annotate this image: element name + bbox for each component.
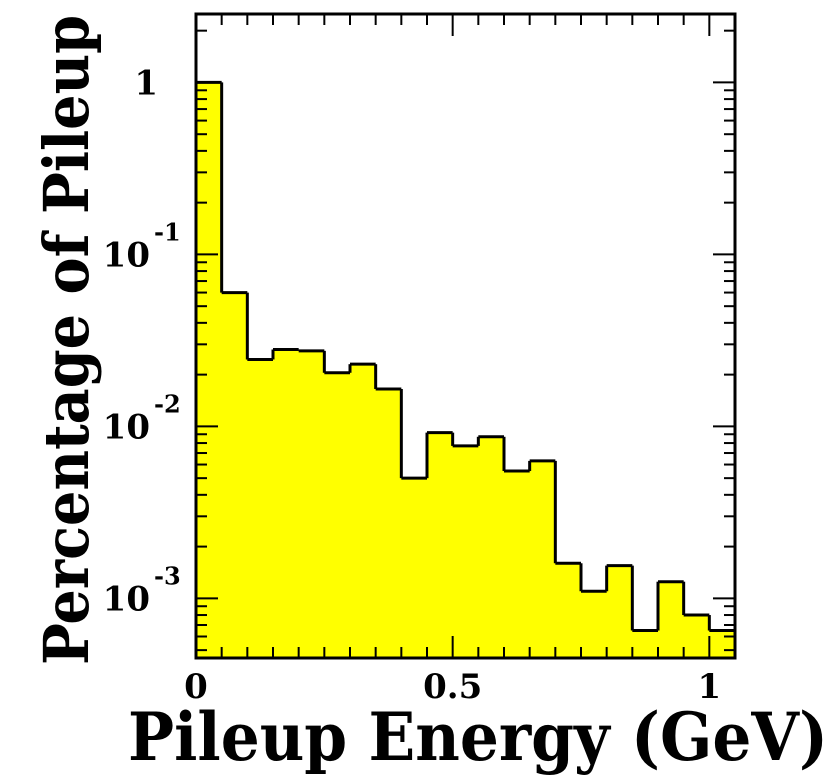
y-tick-label-base: 10 bbox=[103, 579, 150, 619]
y-tick-label-exponent: -3 bbox=[154, 561, 181, 590]
y-tick-label: 1 bbox=[134, 63, 158, 103]
axis-ticks bbox=[195, 14, 736, 658]
x-tick-label: 0 bbox=[184, 667, 208, 707]
y-tick-label-base: 10 bbox=[103, 235, 150, 275]
y-tick-label-exponent: -2 bbox=[154, 389, 181, 418]
histogram-fill bbox=[196, 82, 735, 658]
plot-frame bbox=[194, 12, 737, 660]
y-tick-label-exponent: -1 bbox=[154, 217, 181, 246]
x-axis-title: Pileup Energy (GeV) bbox=[128, 698, 828, 775]
y-axis-title: Percentage of Pileup bbox=[30, 15, 103, 665]
histogram bbox=[196, 80, 735, 658]
y-tick-label-base: 10 bbox=[103, 407, 150, 447]
x-tick-label: 1 bbox=[697, 667, 721, 707]
x-tick-label: 0.5 bbox=[423, 667, 482, 707]
